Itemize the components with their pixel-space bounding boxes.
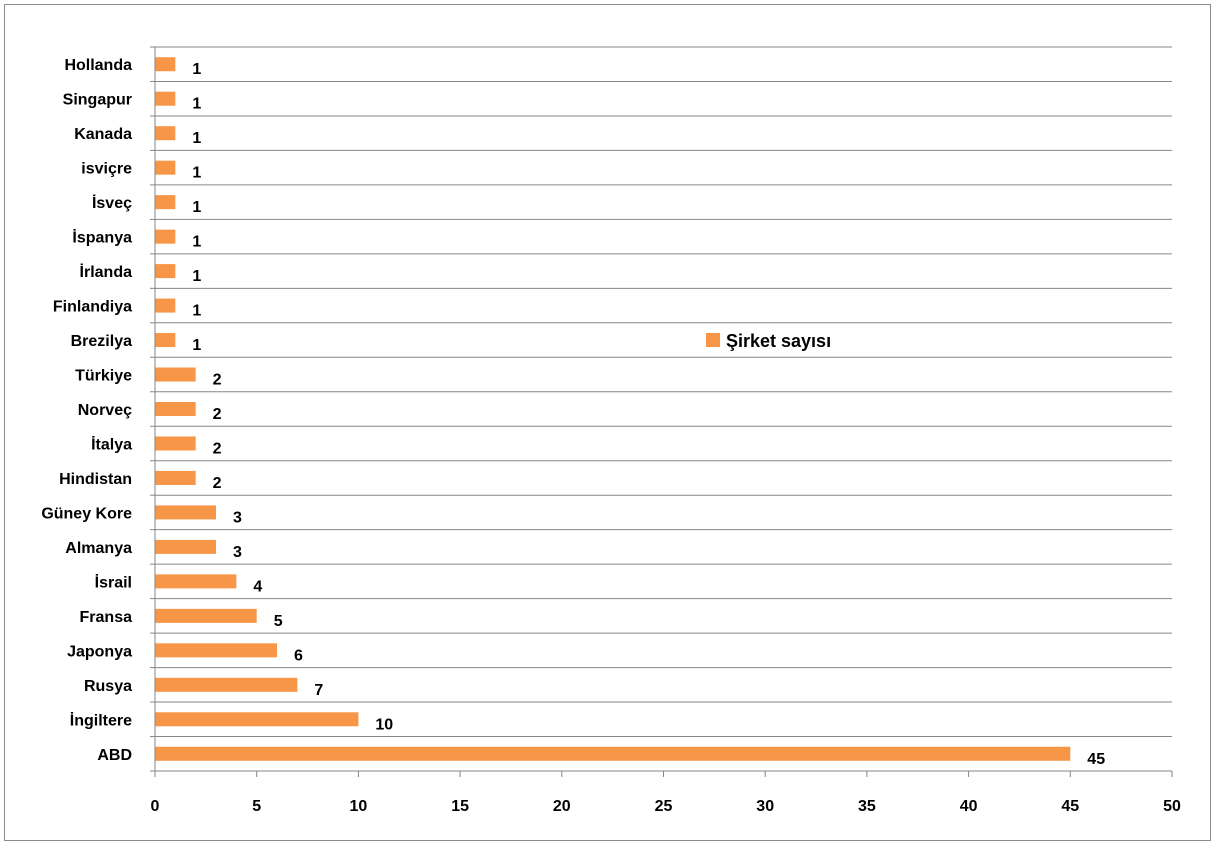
- data-label: 1: [192, 337, 201, 354]
- data-label: 1: [192, 268, 201, 285]
- category-label: Singapur: [63, 92, 132, 109]
- category-label: Hollanda: [64, 57, 132, 74]
- category-label: Norveç: [78, 402, 132, 419]
- x-tick-label: 45: [1061, 798, 1079, 815]
- category-label: İspanya: [72, 229, 132, 247]
- category-label: ABD: [97, 747, 132, 764]
- bar: [155, 264, 176, 279]
- data-label: 1: [192, 199, 201, 216]
- category-label: Brezilya: [71, 333, 132, 350]
- chart-frame: [4, 4, 1211, 841]
- data-label: 2: [213, 475, 222, 492]
- bar: [155, 229, 176, 244]
- data-label: 2: [213, 406, 222, 423]
- category-label: Japonya: [67, 643, 132, 660]
- bars: [155, 57, 1071, 761]
- category-label: İsrail: [95, 573, 132, 591]
- bar: [155, 712, 359, 727]
- data-label: 1: [192, 130, 201, 147]
- category-label: isviçre: [81, 161, 132, 178]
- category-labels: ABD İngiltere Rusya Japonya Fransa İsrail Alma…: [41, 57, 132, 764]
- data-label: 45: [1087, 751, 1105, 768]
- bar: [155, 160, 176, 175]
- category-label: Hindistan: [59, 471, 132, 488]
- bar: [155, 643, 278, 658]
- category-label: İtalya: [91, 435, 132, 453]
- bar: [155, 574, 237, 589]
- bar: [155, 402, 196, 416]
- legend-label: Şirket sayısı: [726, 331, 831, 351]
- category-label: Fransa: [80, 609, 133, 626]
- category-label: Finlandiya: [53, 299, 132, 316]
- category-label: Almanya: [65, 540, 132, 557]
- data-label: 10: [375, 716, 393, 733]
- bar: [155, 91, 176, 106]
- data-label: 1: [192, 96, 201, 113]
- category-label: İsveç: [92, 194, 132, 212]
- x-tick-label: 30: [756, 798, 774, 815]
- grid-lines: [155, 46, 1172, 738]
- x-tick-label: 25: [655, 798, 673, 815]
- bar: [155, 367, 196, 382]
- bar: [155, 57, 176, 72]
- bar: [155, 126, 176, 141]
- data-label: 3: [233, 509, 242, 526]
- data-label: 1: [192, 303, 201, 320]
- category-label: Rusya: [84, 678, 132, 695]
- axes: 0 5 10 15 20 25 30 35 40 45 50: [150, 46, 1181, 815]
- data-label: 5: [274, 613, 283, 630]
- data-label: 1: [192, 165, 201, 182]
- category-label: İngiltere: [70, 711, 132, 729]
- data-label: 7: [314, 682, 323, 699]
- x-tick-label: 20: [553, 798, 571, 815]
- bar: [155, 746, 1071, 761]
- x-tick-label: 0: [151, 798, 160, 815]
- bar: [155, 333, 176, 348]
- x-tick-label: 15: [451, 798, 469, 815]
- bar: [155, 436, 196, 451]
- x-tick-label: 10: [350, 798, 368, 815]
- category-label: Kanada: [74, 126, 132, 143]
- data-label: 1: [192, 61, 201, 78]
- data-label: 2: [213, 440, 222, 457]
- data-label: 6: [294, 647, 303, 664]
- legend: Şirket sayısı: [706, 331, 831, 351]
- x-tick-label: 50: [1163, 798, 1181, 815]
- category-label: Güney Kore: [41, 505, 132, 522]
- category-label: Türkiye: [75, 368, 132, 385]
- x-tick-label: 5: [252, 798, 261, 815]
- category-label: İrlanda: [80, 263, 133, 281]
- data-label: 4: [253, 578, 262, 595]
- data-label: 1: [192, 234, 201, 251]
- bar: [155, 195, 176, 210]
- bar: [155, 470, 196, 485]
- x-tick-label: 35: [858, 798, 876, 815]
- data-label: 3: [233, 544, 242, 561]
- x-tick-label: 40: [960, 798, 978, 815]
- bar: [155, 298, 176, 313]
- bar: [155, 539, 217, 554]
- bar: [155, 608, 257, 623]
- legend-swatch: [706, 333, 720, 347]
- bar: [155, 677, 298, 692]
- bar: [155, 505, 217, 520]
- data-label: 2: [213, 372, 222, 389]
